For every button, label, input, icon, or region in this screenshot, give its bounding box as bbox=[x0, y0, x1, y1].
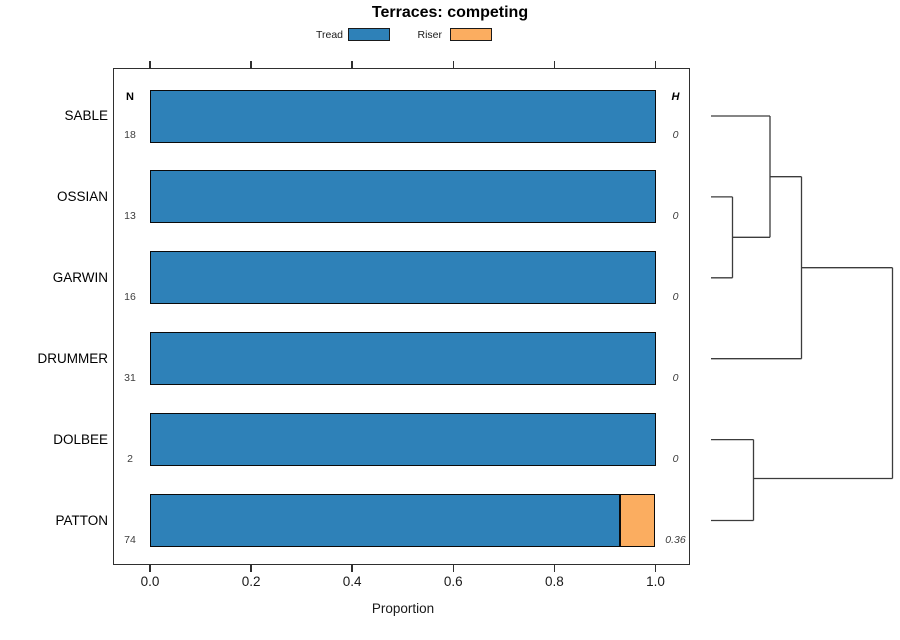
bar-segment-tread-patton bbox=[150, 494, 621, 547]
chart-title: Terraces: competing bbox=[371, 4, 529, 21]
bar-segment-tread-drummer bbox=[150, 332, 656, 386]
row-label-drummer: DRUMMER bbox=[37, 350, 109, 366]
row-label-ossian: OSSIAN bbox=[56, 188, 108, 204]
x-tick-label-1: 0.2 bbox=[241, 574, 261, 589]
h-column-header: H bbox=[671, 91, 680, 103]
row-label-sable: SABLE bbox=[64, 108, 108, 123]
x-tick-bottom-2 bbox=[351, 565, 353, 572]
row-label-patton: PATTON bbox=[55, 512, 108, 528]
x-tick-bottom-1 bbox=[250, 565, 252, 572]
h-value-sable: 0 bbox=[672, 129, 679, 141]
x-tick-bottom-3 bbox=[452, 565, 455, 572]
x-tick-top-3 bbox=[452, 61, 455, 68]
x-tick-label-3: 0.6 bbox=[443, 574, 463, 589]
legend-label-tread: Tread bbox=[315, 29, 343, 41]
h-value-dolbee: 0 bbox=[672, 452, 679, 465]
n-value-drummer: 31 bbox=[124, 371, 136, 384]
x-tick-bottom-5 bbox=[654, 565, 657, 572]
x-tick-top-4 bbox=[553, 61, 556, 68]
legend-swatch-riser bbox=[450, 28, 492, 41]
h-value-garwin: 0 bbox=[672, 290, 679, 303]
h-value-ossian: 0 bbox=[672, 209, 679, 222]
n-value-ossian: 13 bbox=[124, 209, 136, 222]
x-tick-label-5: 1.0 bbox=[646, 574, 665, 589]
x-tick-top-2 bbox=[351, 61, 353, 68]
bar-dolbee bbox=[150, 413, 656, 467]
n-value-dolbee: 2 bbox=[127, 452, 133, 465]
legend-swatch-tread bbox=[348, 28, 390, 41]
row-label-garwin: GARWIN bbox=[52, 269, 108, 285]
x-tick-label-4: 0.8 bbox=[545, 574, 564, 589]
x-tick-bottom-0 bbox=[149, 565, 151, 572]
x-tick-top-1 bbox=[250, 61, 252, 68]
h-value-patton: 0.36 bbox=[665, 533, 686, 546]
bar-drummer bbox=[150, 332, 656, 386]
plot-area-box bbox=[113, 68, 690, 565]
bar-segment-riser-patton bbox=[620, 494, 656, 547]
n-value-sable: 18 bbox=[124, 129, 136, 141]
row-label-dolbee: DOLBEE bbox=[53, 431, 108, 447]
x-tick-label-2: 0.4 bbox=[342, 574, 362, 589]
bar-segment-tread-dolbee bbox=[150, 413, 656, 467]
x-axis-title: Proportion bbox=[371, 601, 435, 616]
n-column-header: N bbox=[126, 91, 134, 103]
bar-segment-tread-sable bbox=[150, 89, 656, 143]
x-tick-label-0: 0.0 bbox=[140, 574, 160, 589]
n-value-patton: 74 bbox=[124, 533, 136, 546]
bar-garwin bbox=[150, 251, 656, 305]
x-tick-bottom-4 bbox=[553, 565, 556, 572]
bar-sable bbox=[150, 89, 656, 143]
bar-segment-tread-garwin bbox=[150, 251, 656, 305]
n-value-garwin: 16 bbox=[124, 290, 136, 303]
x-tick-top-0 bbox=[149, 61, 151, 68]
legend-label-riser: Riser bbox=[417, 29, 442, 41]
bar-patton bbox=[150, 494, 656, 547]
x-tick-top-5 bbox=[654, 61, 657, 68]
h-value-drummer: 0 bbox=[672, 371, 679, 384]
bar-segment-tread-ossian bbox=[150, 170, 656, 224]
bar-ossian bbox=[150, 170, 656, 224]
